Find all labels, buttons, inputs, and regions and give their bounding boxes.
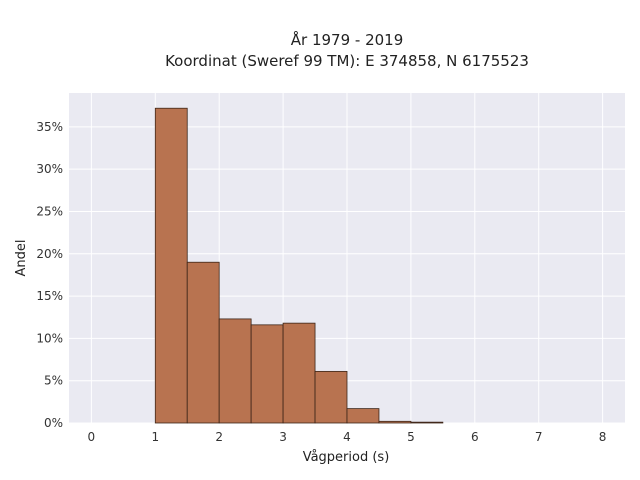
y-tick-label: 20% [36,247,63,261]
y-tick-label: 35% [36,120,63,134]
x-tick-label: 5 [407,430,415,444]
y-axis-label: Andel [14,240,29,277]
histogram-bar [378,420,412,424]
y-tick-label: 10% [36,331,63,345]
y-tick-label: 15% [36,289,63,303]
bars [154,107,444,424]
x-tick-label: 2 [215,430,223,444]
histogram-bar [218,318,252,424]
y-tick-label: 5% [44,374,63,388]
x-tick-label: 1 [151,430,159,444]
x-tick-label: 4 [343,430,351,444]
x-tick-label: 8 [599,430,607,444]
x-tick-label: 0 [88,430,96,444]
histogram-bar [410,421,444,424]
histogram-bar [346,408,380,424]
y-tick-labels: 0% 5% 10% 15% 20% 25% 30% 35% [36,120,63,430]
x-tick-label: 3 [279,430,287,444]
y-tick-label: 0% [44,416,63,430]
y-tick-label: 25% [36,204,63,218]
histogram-bar [314,370,348,424]
histogram-bar [186,261,220,424]
x-axis-label: Vågperiod (s) [303,450,390,465]
histogram-bar [282,322,316,424]
chart-title-line1: År 1979 - 2019 [291,30,404,49]
chart-title-line2: Koordinat (Sweref 99 TM): E 374858, N 61… [165,52,529,70]
histogram-bar [250,324,284,424]
histogram-bar [154,107,188,424]
x-tick-label: 7 [535,430,543,444]
x-tick-label: 6 [471,430,479,444]
y-tick-label: 30% [36,162,63,176]
x-tick-labels: 0 1 2 3 4 5 6 7 8 [88,430,607,444]
